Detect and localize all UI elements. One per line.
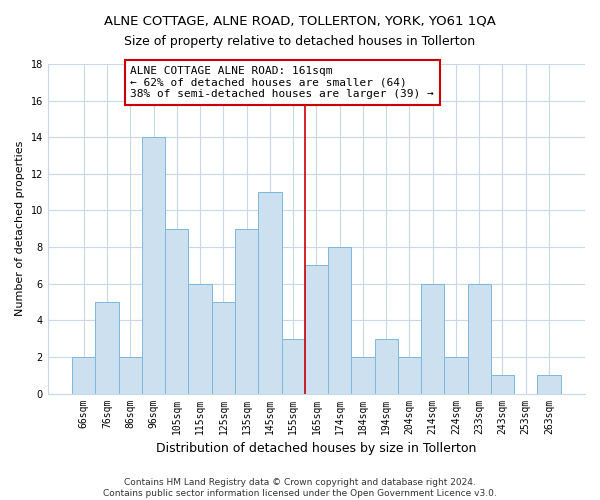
Text: ALNE COTTAGE, ALNE ROAD, TOLLERTON, YORK, YO61 1QA: ALNE COTTAGE, ALNE ROAD, TOLLERTON, YORK… [104,15,496,28]
Bar [119,357,142,394]
Text: Size of property relative to detached houses in Tollerton: Size of property relative to detached ho… [124,35,476,48]
Bar [188,284,212,394]
Bar [95,302,119,394]
Text: ALNE COTTAGE ALNE ROAD: 161sqm
← 62% of detached houses are smaller (64)
38% of : ALNE COTTAGE ALNE ROAD: 161sqm ← 62% of … [130,66,434,99]
Bar [538,375,560,394]
Bar [258,192,281,394]
Bar [398,357,421,394]
Text: Contains HM Land Registry data © Crown copyright and database right 2024.
Contai: Contains HM Land Registry data © Crown c… [103,478,497,498]
Bar [165,229,188,394]
Bar [445,357,467,394]
Bar [328,247,351,394]
Y-axis label: Number of detached properties: Number of detached properties [15,141,25,316]
Bar [421,284,445,394]
Bar [281,338,305,394]
Bar [351,357,374,394]
X-axis label: Distribution of detached houses by size in Tollerton: Distribution of detached houses by size … [156,442,476,455]
Bar [72,357,95,394]
Bar [235,229,258,394]
Bar [142,137,165,394]
Bar [491,375,514,394]
Bar [467,284,491,394]
Bar [212,302,235,394]
Bar [305,266,328,394]
Bar [374,338,398,394]
